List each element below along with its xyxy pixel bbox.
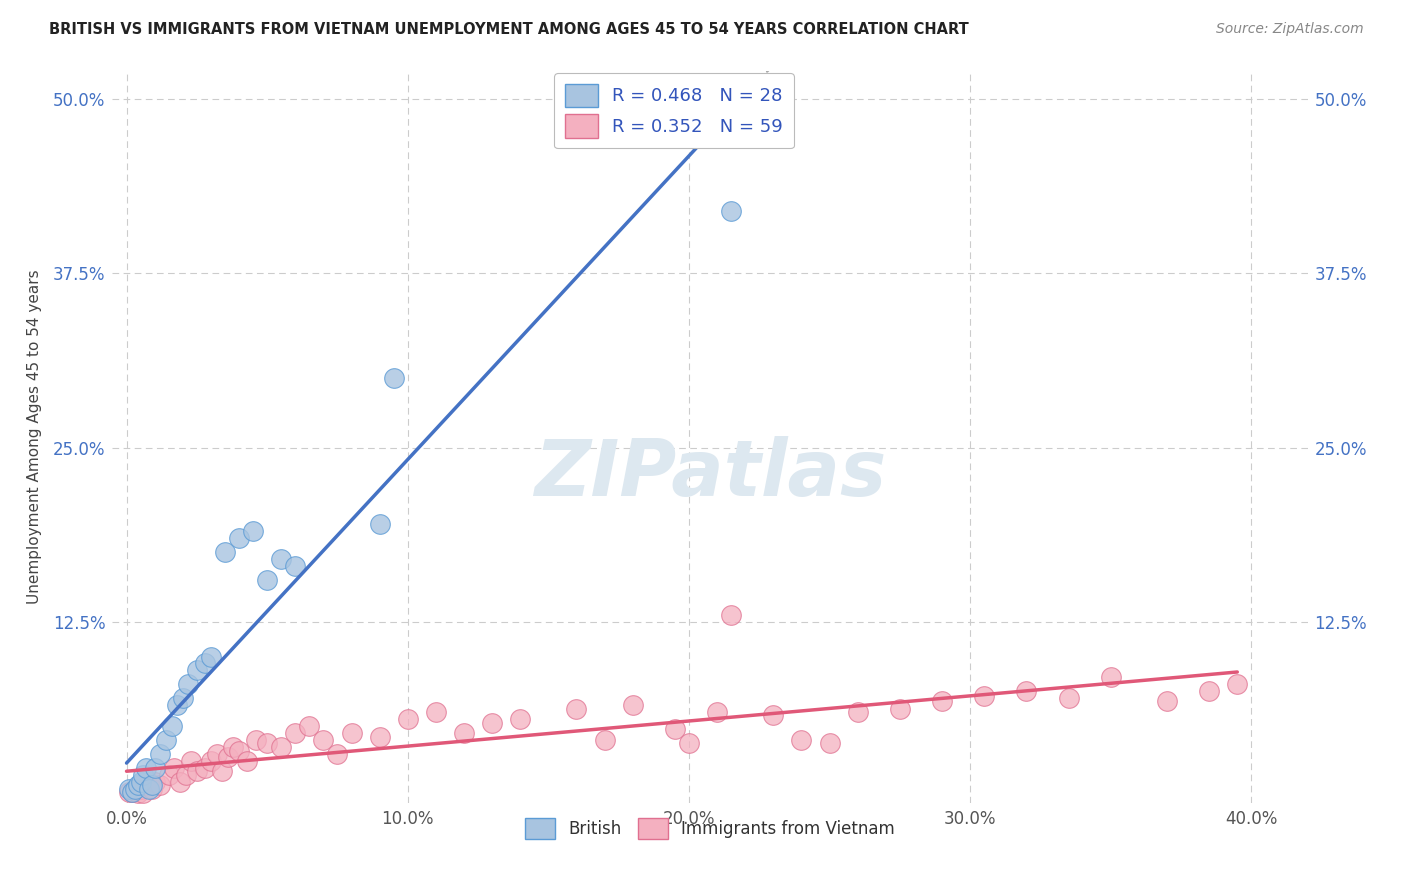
Point [205, 747, 228, 761]
Point [222, 740, 245, 755]
Point [509, 712, 531, 726]
Point [200, 754, 222, 768]
Point [382, 371, 405, 385]
Point [312, 733, 335, 747]
Point [396, 712, 419, 726]
Point [143, 775, 166, 789]
Point [1226, 677, 1249, 691]
Point [481, 716, 503, 731]
Point [245, 733, 267, 747]
Point [242, 524, 264, 538]
Point [256, 573, 278, 587]
Point [846, 705, 869, 719]
Point [127, 778, 149, 792]
Point [135, 761, 157, 775]
Point [166, 698, 188, 713]
Point [228, 531, 250, 545]
Point [138, 781, 160, 796]
Point [720, 607, 742, 622]
Point [790, 733, 813, 747]
Point [124, 781, 146, 796]
Point [621, 698, 644, 713]
Point [163, 761, 186, 775]
Point [973, 689, 995, 703]
Point [169, 775, 191, 789]
Text: BRITISH VS IMMIGRANTS FROM VIETNAM UNEMPLOYMENT AMONG AGES 45 TO 54 YEARS CORREL: BRITISH VS IMMIGRANTS FROM VIETNAM UNEMP… [49, 22, 969, 37]
Point [453, 726, 475, 740]
Point [565, 702, 588, 716]
Point [706, 705, 728, 719]
Point [177, 677, 200, 691]
Point [256, 736, 278, 750]
Point [132, 786, 155, 800]
Y-axis label: Unemployment Among Ages 45 to 54 years: Unemployment Among Ages 45 to 54 years [27, 269, 42, 605]
Point [818, 736, 841, 750]
Point [298, 719, 321, 733]
Point [1156, 694, 1178, 708]
Point [174, 768, 197, 782]
Point [284, 558, 307, 573]
Point [340, 726, 363, 740]
Point [889, 702, 911, 716]
Text: Source: ZipAtlas.com: Source: ZipAtlas.com [1216, 22, 1364, 37]
Point [132, 768, 155, 782]
Point [1057, 691, 1080, 706]
Point [121, 785, 143, 799]
Point [425, 705, 447, 719]
Point [180, 754, 202, 768]
Point [236, 754, 259, 768]
Point [129, 781, 152, 796]
Point [326, 747, 349, 761]
Point [186, 764, 208, 778]
Point [141, 781, 163, 796]
Point [124, 781, 146, 796]
Point [368, 731, 391, 745]
Point [1198, 684, 1220, 698]
Point [593, 733, 616, 747]
Point [931, 694, 953, 708]
Point [720, 203, 742, 218]
Point [1099, 670, 1122, 684]
Point [214, 545, 236, 559]
Point [762, 708, 785, 723]
Point [368, 517, 391, 532]
Point [143, 761, 166, 775]
Point [194, 761, 217, 775]
Point [1015, 684, 1038, 698]
Point [129, 775, 152, 789]
Point [121, 785, 143, 799]
Point [155, 733, 177, 747]
Point [217, 749, 239, 764]
Legend: British, Immigrants from Vietnam: British, Immigrants from Vietnam [519, 811, 901, 846]
Point [678, 736, 700, 750]
Point [118, 785, 141, 799]
Point [127, 786, 149, 800]
Point [211, 764, 233, 778]
Point [186, 664, 208, 678]
Point [149, 747, 172, 761]
Point [194, 657, 217, 671]
Point [135, 778, 157, 792]
Point [118, 781, 141, 796]
Point [200, 649, 222, 664]
Point [160, 719, 183, 733]
Point [270, 740, 292, 755]
Point [138, 775, 160, 789]
Point [141, 778, 163, 792]
Point [149, 778, 172, 792]
Point [284, 726, 307, 740]
Text: ZIPatlas: ZIPatlas [534, 435, 886, 512]
Point [270, 552, 292, 566]
Point [228, 744, 250, 758]
Point [664, 722, 686, 736]
Point [157, 768, 180, 782]
Point [172, 691, 194, 706]
